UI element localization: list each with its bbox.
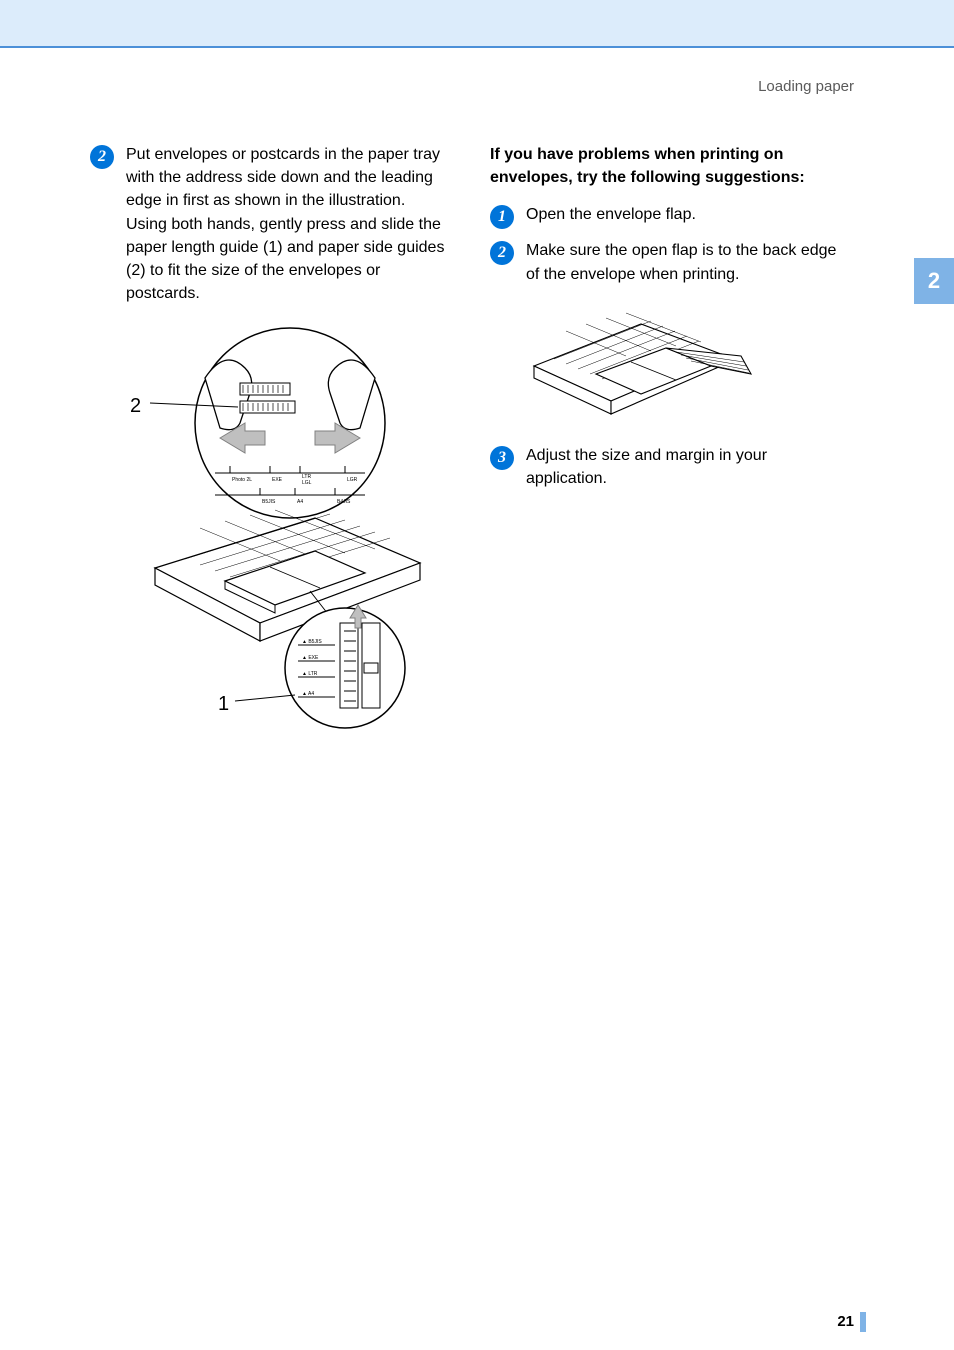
header-band — [0, 0, 954, 48]
step-badge: 2 — [90, 145, 114, 169]
step-item: 2 Put envelopes or postcards in the pape… — [90, 143, 450, 305]
svg-text:▲ B5JIS: ▲ B5JIS — [302, 639, 322, 645]
step-text: Adjust the size and margin in your appli… — [526, 444, 850, 490]
step-text: Open the envelope flap. — [526, 203, 696, 229]
tray-illustration: 2 1 — [90, 323, 390, 733]
step-badge: 2 — [490, 241, 514, 265]
step-item: 3 Adjust the size and margin in your app… — [490, 444, 850, 490]
troubleshoot-heading: If you have problems when printing on en… — [490, 143, 850, 189]
svg-text:B5JIS: B5JIS — [262, 499, 276, 505]
chapter-tab: 2 — [914, 258, 954, 304]
page-number: 21 — [837, 1313, 854, 1330]
svg-text:LGL: LGL — [302, 480, 312, 486]
tray-svg: Photo 2L EXE LTR LGL LGR B5JIS A4 B4JIS — [130, 323, 430, 733]
svg-text:EXE: EXE — [272, 477, 283, 483]
callout-label-2: 2 — [130, 395, 141, 418]
envelope-svg — [526, 296, 756, 426]
svg-text:LGR: LGR — [347, 477, 358, 483]
svg-text:▲ LTR: ▲ LTR — [302, 671, 318, 677]
svg-text:▲ EXE: ▲ EXE — [302, 655, 319, 661]
page-body: Loading paper 2 2 Put envelopes or postc… — [0, 48, 954, 1350]
right-column: If you have problems when printing on en… — [490, 143, 850, 500]
step-badge: 3 — [490, 446, 514, 470]
svg-text:B4JIS: B4JIS — [337, 499, 351, 505]
left-column: 2 Put envelopes or postcards in the pape… — [90, 143, 450, 733]
step-text: Put envelopes or postcards in the paper … — [126, 143, 450, 305]
step-text: Make sure the open flap is to the back e… — [526, 239, 850, 285]
svg-text:▲ A4: ▲ A4 — [302, 691, 314, 697]
callout-label-1: 1 — [218, 693, 229, 716]
svg-text:Photo 2L: Photo 2L — [232, 477, 252, 483]
step-item: 1 Open the envelope flap. — [490, 203, 850, 229]
page-number-bar — [860, 1312, 866, 1332]
step-item: 2 Make sure the open flap is to the back… — [490, 239, 850, 285]
svg-text:A4: A4 — [297, 499, 303, 505]
running-head: Loading paper — [758, 78, 854, 95]
envelope-illustration — [526, 296, 756, 426]
step-badge: 1 — [490, 205, 514, 229]
